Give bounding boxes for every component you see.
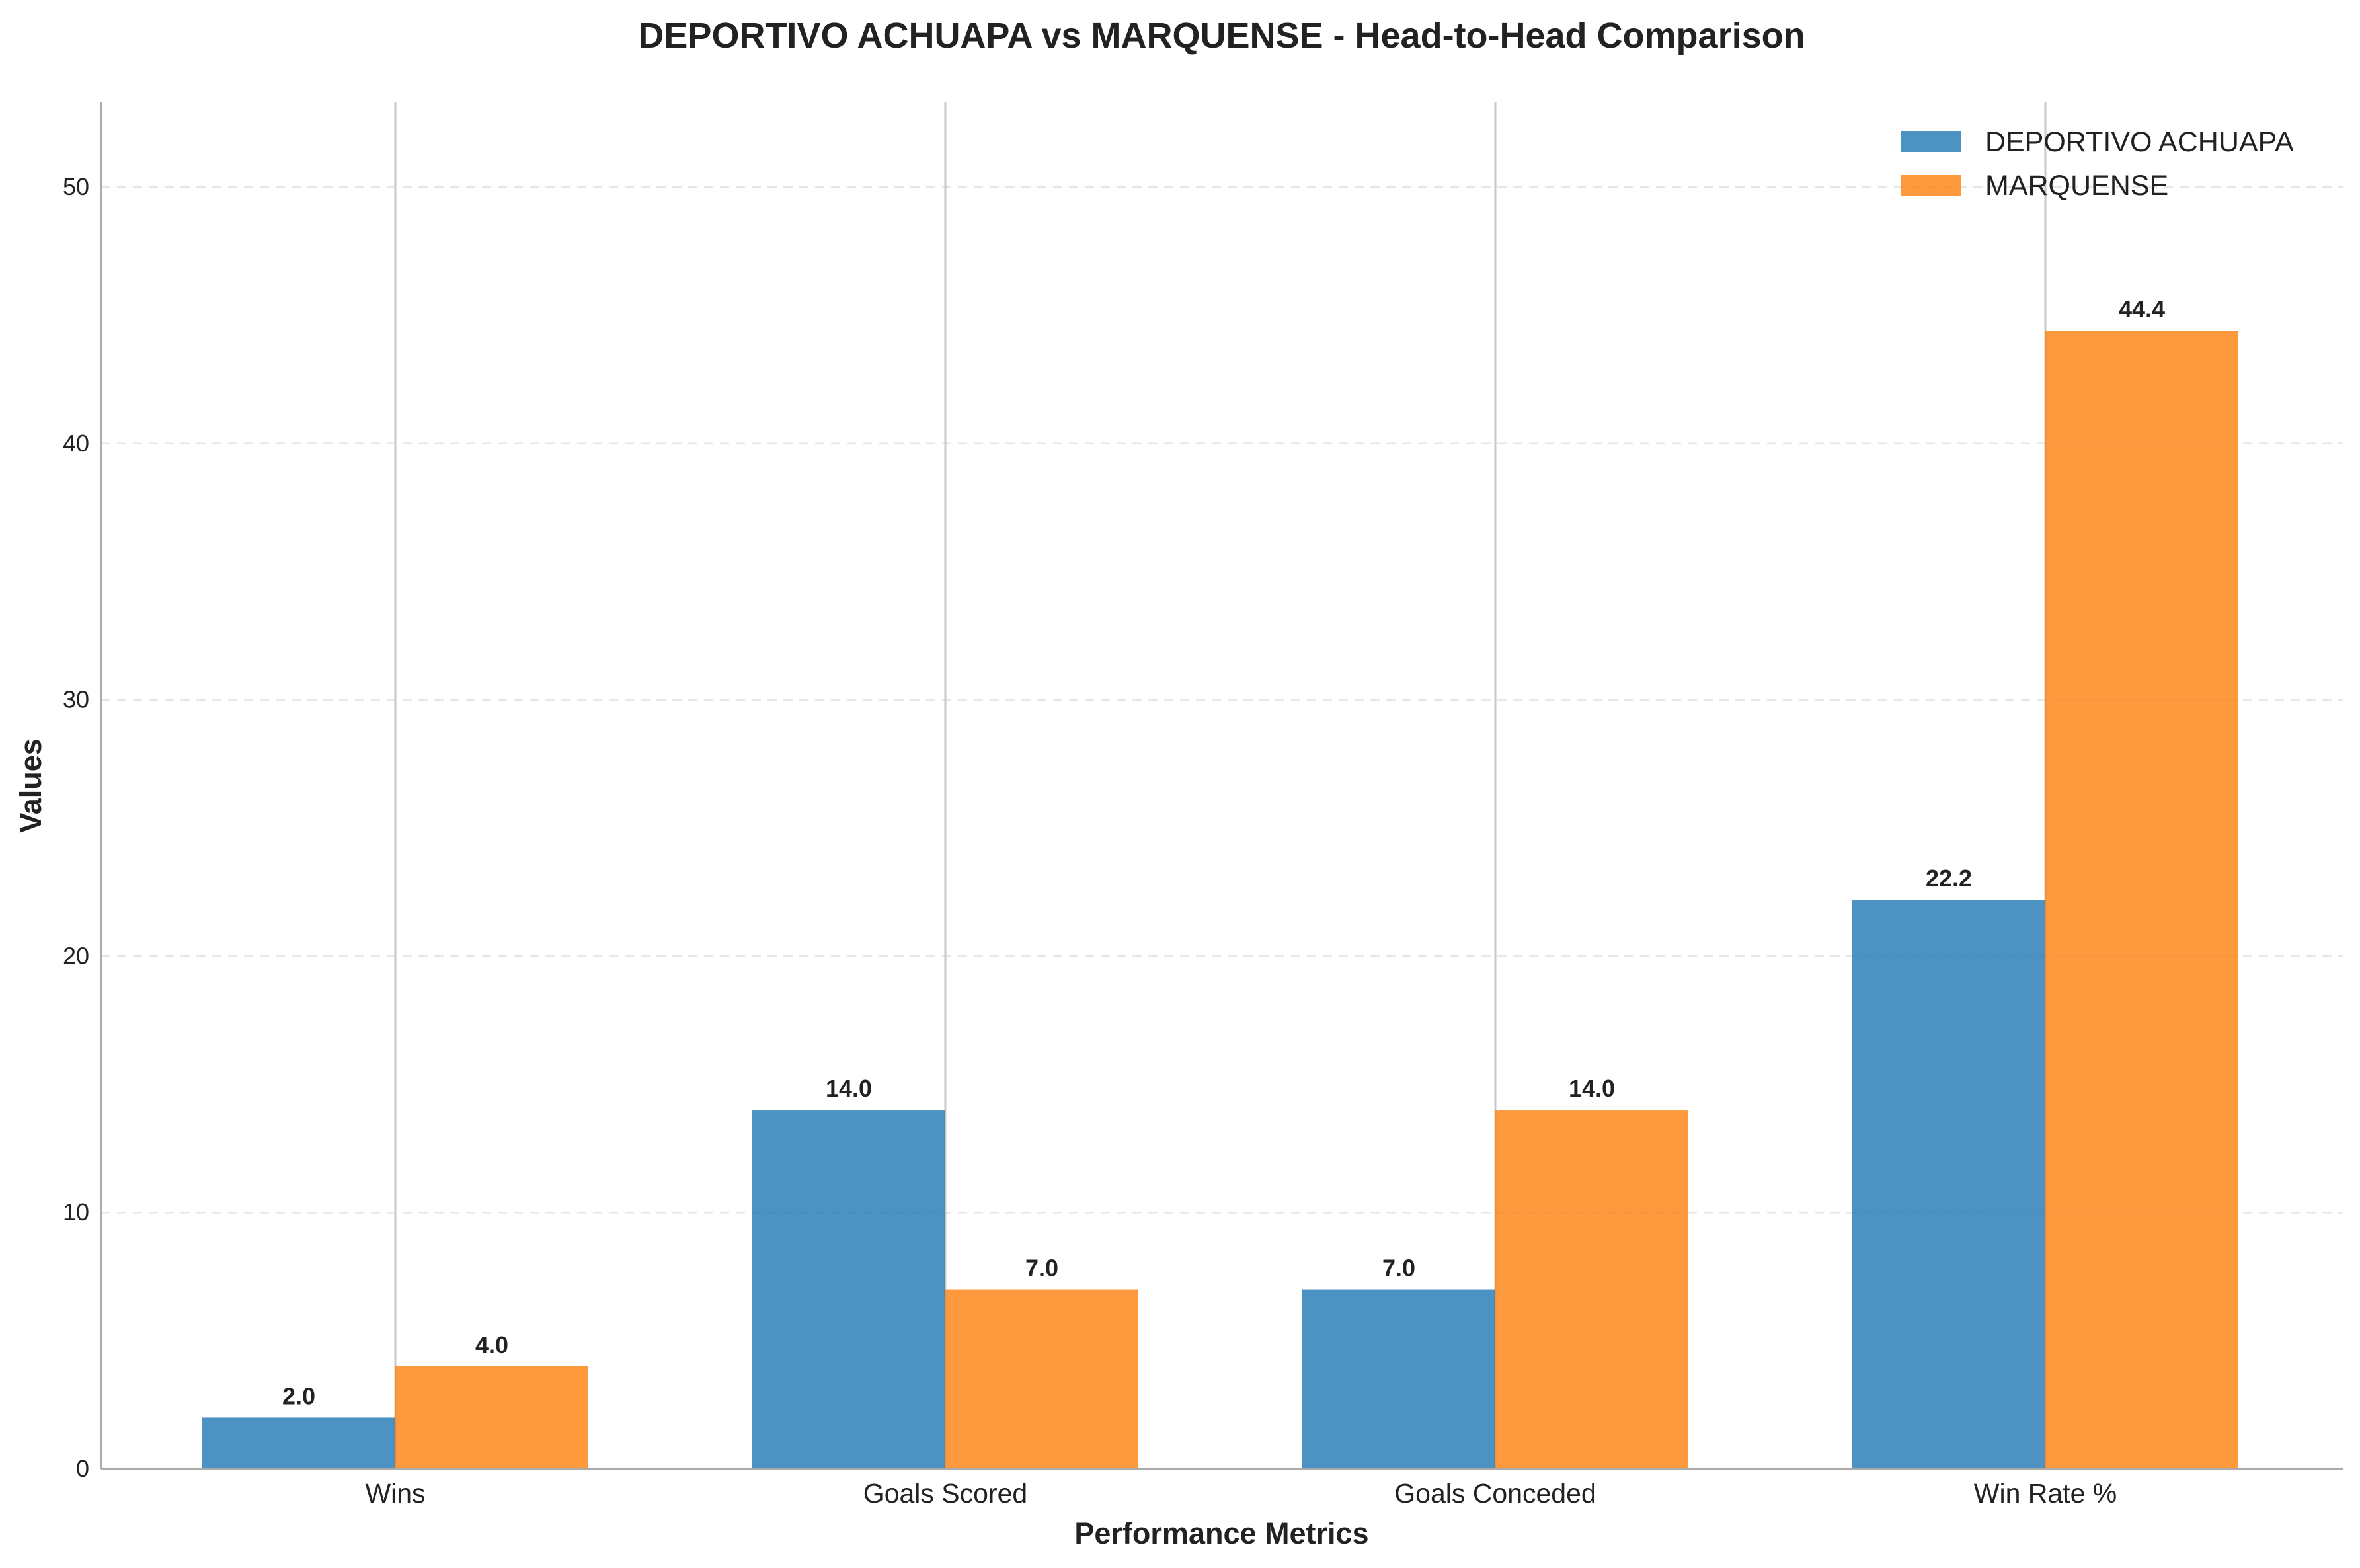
bar-value-label: 7.0 xyxy=(1025,1255,1058,1282)
y-tick-label: 30 xyxy=(63,686,89,713)
bar xyxy=(395,1366,588,1469)
x-tick-label: Goals Scored xyxy=(863,1478,1027,1509)
legend: DEPORTIVO ACHUAPA MARQUENSE xyxy=(1901,126,2294,202)
y-tick-label: 40 xyxy=(63,430,89,457)
bar-value-label: 4.0 xyxy=(475,1331,508,1358)
bar xyxy=(945,1289,1138,1469)
bar-value-label: 2.0 xyxy=(282,1382,315,1409)
bars xyxy=(202,331,2238,1469)
axes xyxy=(100,102,2343,1470)
bar-value-label: 7.0 xyxy=(1382,1255,1415,1282)
bar xyxy=(1852,900,2045,1469)
y-tick-label: 20 xyxy=(63,942,89,969)
labels: 0 10 20 30 40 50 2.0 14.0 7.0 22.2 4.0 7.0 14.0 44.4 W… xyxy=(63,173,2165,1509)
bar xyxy=(202,1417,395,1469)
bar xyxy=(1495,1110,1688,1469)
y-tick-label: 50 xyxy=(63,173,89,200)
bar xyxy=(2045,331,2238,1469)
x-tick-label: Goals Conceded xyxy=(1394,1478,1596,1509)
legend-label: MARQUENSE xyxy=(1985,170,2168,202)
y-axis-label: Values xyxy=(14,738,48,833)
x-axis-label: Performance Metrics xyxy=(1074,1516,1368,1550)
y-tick-label: 0 xyxy=(76,1455,89,1482)
chart-title: DEPORTIVO ACHUAPA vs MARQUENSE - Head-to… xyxy=(638,16,1805,56)
x-tick-label: Win Rate % xyxy=(1974,1478,2117,1509)
legend-label: DEPORTIVO ACHUAPA xyxy=(1985,126,2294,158)
bar-value-label: 44.4 xyxy=(2119,295,2165,323)
legend-swatch xyxy=(1901,175,1961,196)
bar-value-label: 14.0 xyxy=(1569,1075,1615,1102)
bar xyxy=(1302,1289,1495,1469)
bar xyxy=(752,1110,945,1469)
x-tick-label: Wins xyxy=(365,1478,425,1509)
bar-value-label: 14.0 xyxy=(826,1075,872,1102)
legend-swatch xyxy=(1901,131,1961,152)
y-tick-label: 10 xyxy=(63,1198,89,1226)
bar-value-label: 22.2 xyxy=(1926,865,1972,892)
